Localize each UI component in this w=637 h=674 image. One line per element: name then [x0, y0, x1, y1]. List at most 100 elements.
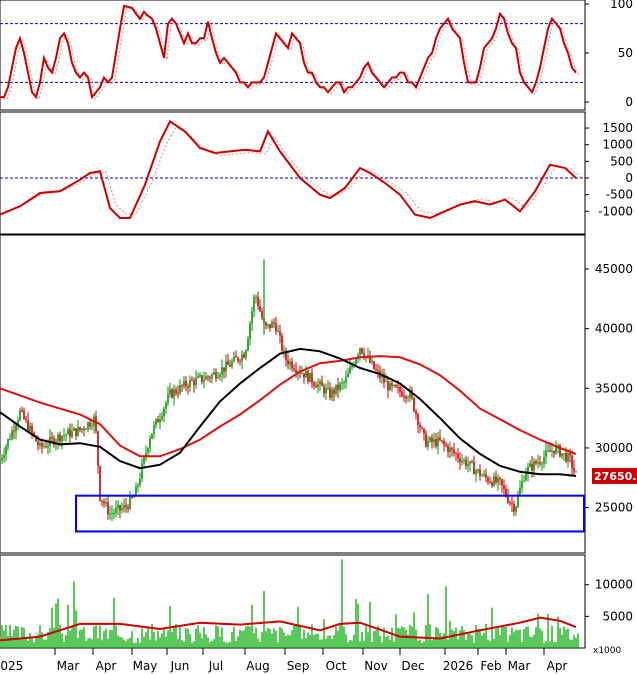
- candle-body: [449, 447, 451, 453]
- candle: [197, 372, 199, 379]
- candle: [519, 480, 521, 496]
- candle-body: [83, 428, 85, 430]
- candle-body: [345, 377, 347, 383]
- candle-body: [241, 354, 243, 362]
- candle: [325, 383, 327, 400]
- candle: [475, 468, 477, 483]
- candle: [389, 380, 391, 391]
- candle-body: [63, 435, 65, 437]
- candle: [17, 416, 19, 431]
- candle-body: [495, 476, 497, 483]
- candle-body: [539, 462, 541, 464]
- candle-body: [81, 428, 83, 431]
- candle: [145, 445, 147, 462]
- candle-body: [159, 419, 161, 423]
- candle: [459, 452, 461, 470]
- candle-body: [491, 482, 493, 486]
- candle-body: [267, 324, 269, 326]
- candle-body: [489, 481, 491, 483]
- candle: [469, 460, 471, 472]
- candle: [555, 440, 557, 455]
- candle-body: [275, 323, 277, 332]
- candle: [305, 365, 307, 378]
- candle-body: [171, 389, 173, 398]
- candle-body: [517, 495, 519, 507]
- candle-body: [311, 373, 313, 383]
- candle-body: [507, 496, 509, 503]
- candle-body: [419, 425, 421, 428]
- candle: [409, 385, 411, 403]
- candle-body: [459, 458, 461, 463]
- candle-body: [1, 457, 3, 460]
- candle-body: [69, 429, 71, 437]
- candle-body: [29, 425, 31, 431]
- candle: [543, 450, 545, 469]
- candle: [151, 433, 153, 440]
- candle: [265, 321, 267, 330]
- candle: [187, 383, 189, 395]
- candle-body: [27, 419, 29, 431]
- candle-body: [493, 476, 495, 486]
- candle: [303, 373, 305, 384]
- candle: [57, 432, 59, 450]
- candle: [443, 438, 445, 452]
- candle: [157, 415, 159, 423]
- candle-body: [265, 322, 267, 326]
- candle: [487, 475, 489, 485]
- macd-line: [0, 119, 577, 220]
- candle-body: [435, 439, 437, 447]
- candle-body: [373, 361, 375, 369]
- y-tick-label: 50: [618, 46, 633, 60]
- candle: [73, 426, 75, 432]
- candle: [547, 443, 549, 453]
- y-tick-label: 1500: [602, 121, 633, 135]
- candle: [75, 428, 77, 441]
- candle: [181, 384, 183, 393]
- candle-body: [3, 454, 5, 458]
- candle: [117, 499, 119, 516]
- candle-body: [31, 425, 33, 433]
- candle-body: [71, 430, 73, 437]
- candle-body: [7, 439, 9, 447]
- candle-body: [425, 433, 427, 447]
- x-tick-label: Nov: [364, 659, 387, 673]
- candle: [163, 406, 165, 423]
- candle-body: [173, 389, 175, 398]
- candle-body: [313, 382, 315, 386]
- candle-body: [199, 375, 201, 377]
- long-moving-average: [0, 355, 577, 458]
- candle-body: [155, 419, 157, 426]
- candle: [155, 418, 157, 429]
- candle-body: [457, 453, 459, 459]
- candle: [561, 453, 563, 460]
- candle-body: [307, 371, 309, 382]
- candle: [119, 504, 121, 519]
- candle: [477, 468, 479, 474]
- candle-body: [355, 358, 357, 365]
- candle-body: [557, 445, 559, 447]
- candle-body: [321, 381, 323, 387]
- candle-body: [51, 436, 53, 439]
- x-tick-label: Feb: [480, 659, 501, 673]
- candle: [337, 377, 339, 399]
- candle: [177, 385, 179, 399]
- candle: [291, 357, 293, 372]
- candle-body: [361, 348, 363, 354]
- candle: [51, 431, 53, 443]
- candle-body: [281, 335, 283, 351]
- candle-body: [513, 503, 515, 512]
- candle-body: [125, 505, 127, 508]
- candle-body: [383, 376, 385, 383]
- candle-body: [351, 365, 353, 368]
- candle-body: [239, 360, 241, 362]
- candle: [485, 468, 487, 483]
- candle-body: [201, 375, 203, 382]
- candle-body: [527, 466, 529, 474]
- candle-body: [87, 422, 89, 430]
- candle-body: [65, 434, 67, 436]
- candle: [387, 376, 389, 399]
- candle: [457, 448, 459, 464]
- candle-body: [293, 368, 295, 371]
- candle: [401, 385, 403, 398]
